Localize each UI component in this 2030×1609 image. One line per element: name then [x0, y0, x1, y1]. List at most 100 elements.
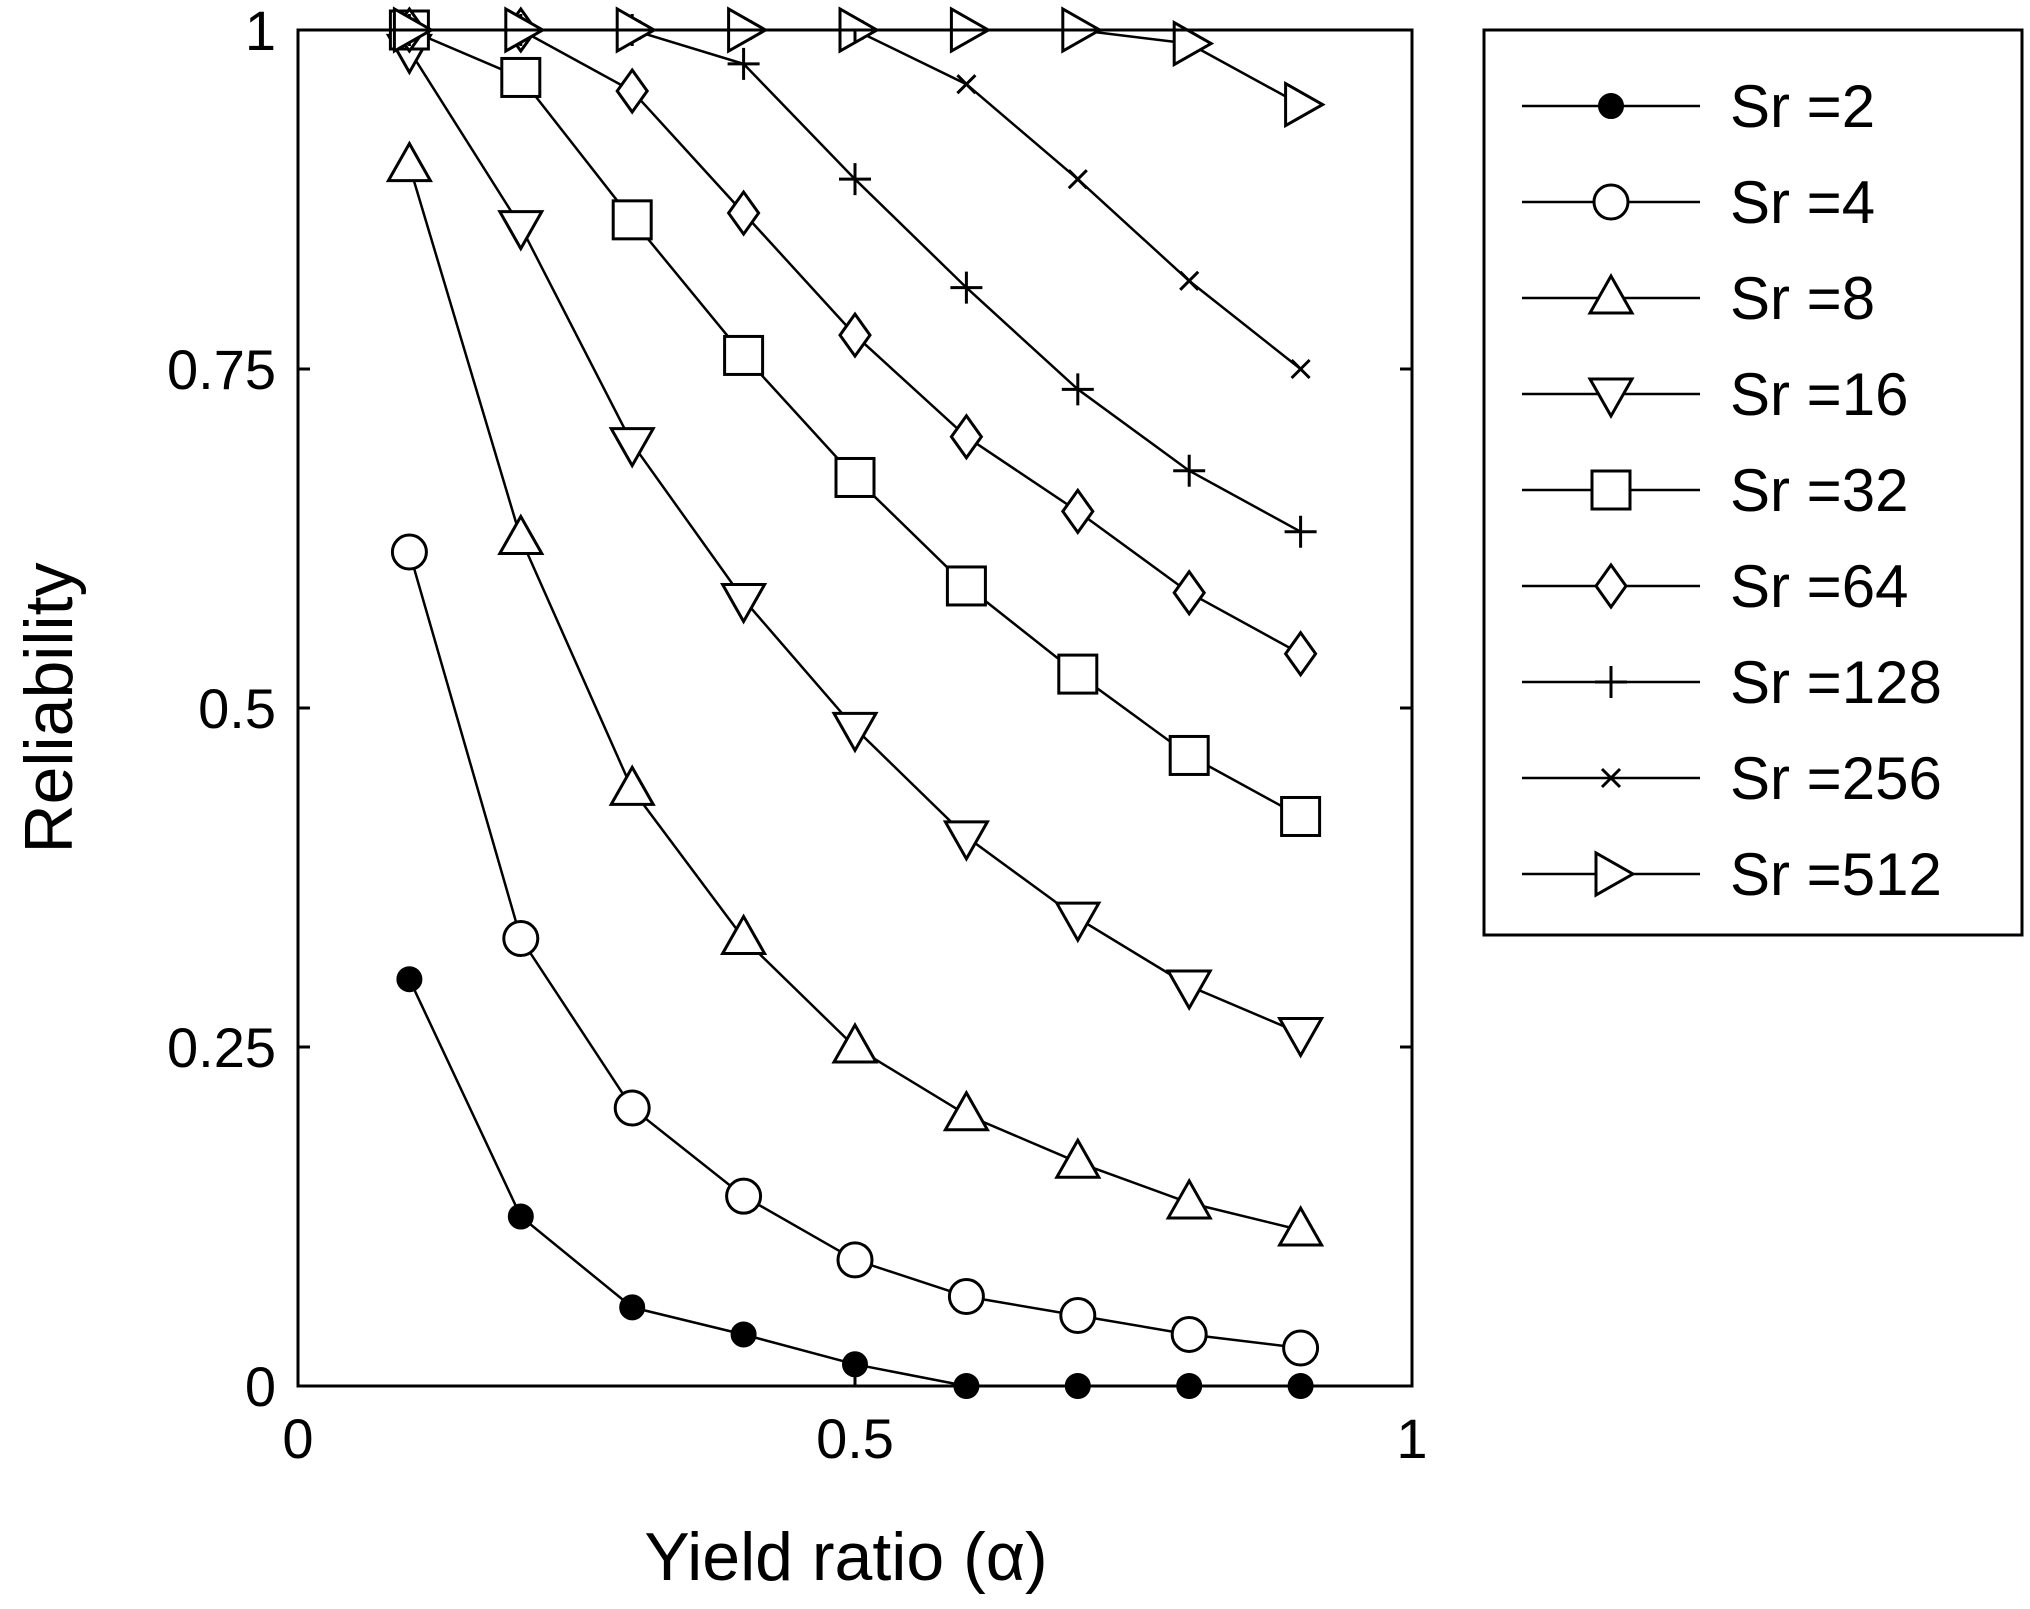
data-point — [1172, 19, 1215, 68]
data-point — [727, 47, 760, 80]
legend-item: Sr =32 — [1522, 457, 1908, 524]
data-point — [1059, 1296, 1097, 1334]
data-point — [1282, 1329, 1320, 1367]
legend-marker — [1600, 767, 1622, 789]
data-point — [1060, 487, 1095, 535]
data-point — [497, 513, 545, 555]
data-point — [831, 711, 879, 754]
legend-label: Sr =64 — [1730, 553, 1908, 620]
x-tick-label: 1 — [1396, 1407, 1427, 1470]
data-point — [1179, 270, 1200, 291]
series-5 — [388, 9, 1322, 837]
legend-label: Sr =16 — [1730, 361, 1908, 428]
data-point — [842, 1351, 868, 1378]
data-point — [1277, 1205, 1325, 1247]
data-point — [945, 565, 987, 607]
series-3 — [385, 140, 1325, 1247]
data-point — [507, 1203, 534, 1230]
data-point — [500, 56, 542, 98]
legend: Sr =2 Sr =4 Sr =8 Sr =16 Sr =32 Sr =64 Sr =128… — [1482, 28, 2024, 937]
data-point — [838, 311, 872, 359]
legend-label: Sr =4 — [1730, 169, 1875, 236]
data-point — [839, 163, 871, 196]
legend-marker — [1587, 377, 1635, 420]
legend-item: Sr =2 — [1522, 73, 1875, 140]
legend-marker — [1587, 272, 1635, 315]
legend-marker — [1594, 850, 1637, 898]
y-tick-label: 0.5 — [198, 677, 276, 740]
data-point — [942, 1089, 990, 1132]
data-point — [831, 1021, 879, 1064]
data-point — [1054, 1137, 1102, 1179]
legend-label: Sr =128 — [1730, 649, 1942, 716]
data-point — [619, 1294, 646, 1321]
data-point — [956, 74, 977, 95]
y-tick-label: 1 — [245, 0, 276, 62]
legend-marker — [1594, 562, 1628, 610]
y-tick-label: 0.25 — [167, 1016, 276, 1079]
data-point — [385, 140, 433, 183]
legend-label: Sr =32 — [1730, 457, 1908, 524]
data-point — [390, 533, 428, 571]
data-point — [1067, 169, 1088, 190]
legend-item: Sr =8 — [1522, 265, 1875, 332]
data-point — [730, 1321, 757, 1348]
data-point — [1290, 358, 1311, 380]
y-tick-label: 0.75 — [167, 338, 276, 401]
data-point — [502, 920, 540, 958]
legend-item: Sr =16 — [1522, 361, 1908, 428]
legend-item: Sr =128 — [1522, 649, 1942, 716]
data-point — [1165, 969, 1213, 1012]
data-point — [720, 583, 768, 625]
data-point — [615, 67, 650, 115]
x-tick-label: 0.5 — [816, 1407, 894, 1470]
data-point — [1057, 653, 1099, 695]
x-tick-label: 0 — [282, 1407, 313, 1470]
data-point — [1173, 454, 1206, 487]
data-point — [950, 271, 983, 304]
legend-marker — [1598, 93, 1624, 119]
series-line — [408, 551, 1301, 1350]
data-point — [1277, 1016, 1325, 1059]
data-point — [613, 1089, 651, 1127]
data-point — [608, 764, 656, 806]
data-point — [608, 427, 656, 469]
data-point — [720, 913, 768, 956]
x-axis-title: Yield ratio (α) — [644, 1519, 1047, 1595]
legend-marker — [1590, 469, 1632, 511]
data-point — [723, 334, 765, 376]
series-line — [408, 28, 1302, 818]
data-point — [1054, 901, 1102, 944]
data-point — [949, 413, 984, 461]
legend-item: Sr =4 — [1522, 169, 1875, 236]
series-line — [408, 49, 1302, 1035]
series-2 — [390, 533, 1320, 1367]
legend-label: Sr =2 — [1730, 73, 1875, 140]
legend-marker — [1592, 183, 1630, 221]
data-point — [611, 199, 653, 241]
data-point — [1280, 795, 1322, 837]
data-point — [497, 210, 545, 252]
data-point — [1061, 373, 1094, 406]
series-6 — [392, 6, 1318, 678]
data-point — [947, 1278, 985, 1316]
data-point — [1170, 1315, 1208, 1353]
legend-label: Sr =256 — [1730, 745, 1942, 812]
legend-label: Sr =512 — [1730, 841, 1942, 908]
data-point — [942, 820, 990, 862]
data-point — [1172, 569, 1207, 617]
data-point — [1284, 515, 1317, 548]
legend-item: Sr =64 — [1522, 553, 1908, 620]
data-point — [1165, 1177, 1213, 1220]
data-point — [726, 189, 761, 237]
data-point — [725, 1177, 763, 1215]
legend-box — [1482, 28, 2024, 937]
legend-label: Sr =8 — [1730, 265, 1875, 332]
data-point — [1283, 630, 1318, 678]
legend-marker — [1595, 666, 1627, 698]
data-point — [836, 1241, 874, 1279]
legend-item: Sr =256 — [1522, 745, 1942, 812]
y-tick-label: 0 — [245, 1355, 276, 1418]
